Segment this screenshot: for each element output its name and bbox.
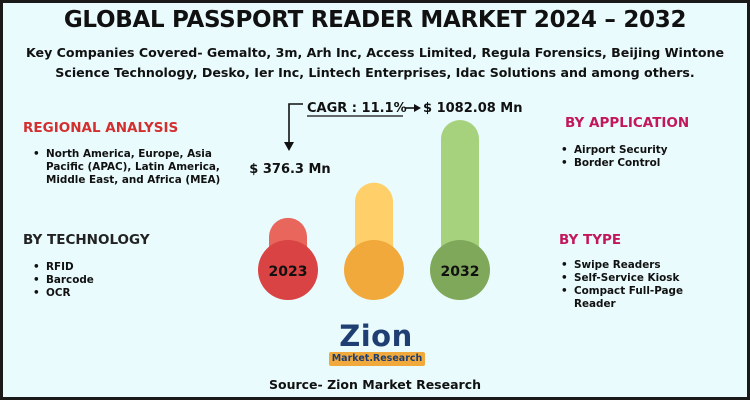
regional-list: North America, Europe, Asia Pacific (APA… (33, 148, 233, 187)
list-item: OCR (33, 287, 213, 300)
list-item: Swipe Readers (561, 259, 711, 272)
list-item: RFID (33, 261, 213, 274)
bar-base-circle (430, 240, 490, 300)
value-label-2023: $ 376.3 Mn (249, 162, 330, 177)
zion-logo: Zion Market.Research (321, 321, 431, 367)
page-title: GLOBAL PASSPORT READER MARKET 2024 – 203… (63, 7, 687, 33)
by-application-heading: BY APPLICATION (565, 115, 690, 131)
list-item: Border Control (561, 157, 731, 170)
technology-list: RFID Barcode OCR (33, 261, 213, 300)
key-companies-text: Key Companies Covered- Gemalto, 3m, Arh … (26, 45, 724, 80)
source-note: Source- Zion Market Research (268, 377, 482, 392)
cagr-annotation: CAGR : 11.1% (307, 101, 407, 116)
value-label-2032: $ 1082.08 Mn (423, 101, 523, 116)
list-item: North America, Europe, Asia Pacific (APA… (33, 148, 233, 187)
list-item: Self-Service Kiosk (561, 272, 711, 285)
arrow-down-head (284, 142, 294, 151)
bar-base-circle (344, 240, 404, 300)
list-item: Barcode (33, 274, 213, 287)
tick-label-2023: 2023 (269, 264, 308, 280)
logo-tagline: Market.Research (329, 352, 425, 366)
annotation-layer: $ 376.3 Mn $ 1082.08 Mn CAGR : 11.1% (249, 101, 522, 177)
application-list: Airport Security Border Control (561, 144, 731, 170)
arrow-right-head (414, 104, 421, 112)
bars-layer: 2023 2032 (258, 120, 490, 300)
arrow-down-line (288, 103, 303, 145)
regional-analysis-heading: REGIONAL ANALYSIS (23, 120, 179, 136)
by-type-heading: BY TYPE (559, 232, 622, 248)
bar-base-circle (258, 240, 318, 300)
bar-2032 (441, 120, 479, 270)
list-item: Airport Security (561, 144, 731, 157)
tick-label-2032: 2032 (441, 264, 480, 280)
type-list: Swipe Readers Self-Service Kiosk Compact… (561, 259, 711, 311)
logo-wordmark: Zion (339, 319, 413, 353)
list-item: Compact Full-Page Reader (561, 285, 711, 311)
by-technology-heading: BY TECHNOLOGY (23, 232, 150, 248)
